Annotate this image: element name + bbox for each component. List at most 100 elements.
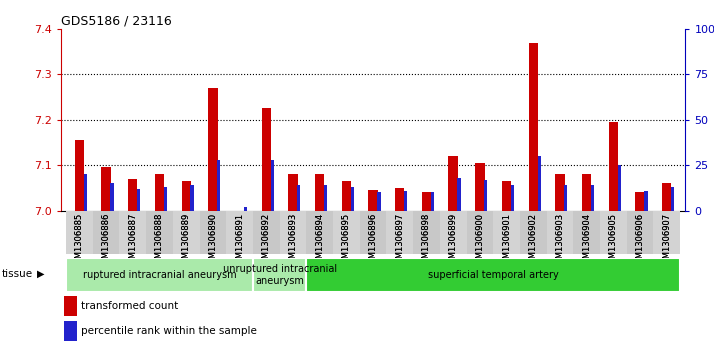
Bar (395, 188, 404, 211)
Text: GSM1306906: GSM1306906 (635, 213, 645, 269)
Text: GSM1306885: GSM1306885 (75, 213, 84, 269)
Bar (564, 185, 568, 211)
Text: GSM1306887: GSM1306887 (129, 213, 137, 269)
Bar (466, 211, 493, 254)
Bar (635, 192, 645, 211)
Text: GSM1306885: GSM1306885 (75, 213, 84, 269)
Bar (226, 211, 253, 254)
Text: GSM1306886: GSM1306886 (101, 213, 111, 269)
Text: GSM1306889: GSM1306889 (181, 213, 191, 269)
Text: GSM1306895: GSM1306895 (342, 213, 351, 269)
Text: ruptured intracranial aneurysm: ruptured intracranial aneurysm (83, 270, 236, 280)
Text: GSM1306894: GSM1306894 (315, 213, 324, 269)
Text: GSM1306901: GSM1306901 (502, 213, 511, 269)
Text: GSM1306907: GSM1306907 (663, 213, 671, 269)
Text: GSM1306903: GSM1306903 (555, 213, 565, 269)
Bar (627, 211, 653, 254)
Bar (164, 187, 167, 211)
Bar (297, 185, 301, 211)
Bar (662, 183, 671, 211)
Bar (280, 211, 306, 254)
Bar (146, 211, 173, 254)
Bar (217, 160, 221, 211)
Bar (191, 185, 193, 211)
Text: GSM1306907: GSM1306907 (663, 213, 671, 269)
Bar (368, 190, 378, 211)
Text: GSM1306893: GSM1306893 (288, 213, 298, 269)
Bar (608, 122, 618, 211)
Text: GSM1306904: GSM1306904 (582, 213, 591, 269)
FancyBboxPatch shape (66, 258, 253, 291)
Bar (315, 174, 324, 211)
Bar (448, 156, 458, 211)
Bar (75, 140, 84, 211)
Bar (493, 211, 520, 254)
Bar (644, 191, 648, 211)
Bar (137, 189, 140, 211)
Bar (208, 88, 218, 211)
Bar (173, 211, 199, 254)
Text: GSM1306891: GSM1306891 (235, 213, 244, 269)
Bar (520, 211, 547, 254)
Text: GSM1306891: GSM1306891 (235, 213, 244, 269)
Text: tissue: tissue (2, 269, 34, 279)
Bar (538, 156, 540, 211)
Text: GSM1306890: GSM1306890 (208, 213, 217, 269)
Bar (111, 183, 114, 211)
Bar (101, 167, 111, 211)
Bar (653, 211, 680, 254)
Text: GSM1306897: GSM1306897 (396, 213, 404, 269)
Bar (502, 181, 511, 211)
Bar (306, 211, 333, 254)
Text: GSM1306889: GSM1306889 (181, 213, 191, 269)
Text: GSM1306898: GSM1306898 (422, 213, 431, 269)
Text: GSM1306896: GSM1306896 (368, 213, 378, 269)
Text: GDS5186 / 23116: GDS5186 / 23116 (61, 15, 171, 28)
Text: GSM1306895: GSM1306895 (342, 213, 351, 269)
Bar (440, 211, 466, 254)
Text: GSM1306886: GSM1306886 (101, 213, 111, 269)
Text: GSM1306892: GSM1306892 (262, 213, 271, 269)
Bar (288, 174, 298, 211)
Bar (66, 211, 93, 254)
Bar (528, 43, 538, 211)
Text: GSM1306893: GSM1306893 (288, 213, 298, 269)
Text: percentile rank within the sample: percentile rank within the sample (81, 326, 257, 337)
Text: GSM1306905: GSM1306905 (609, 213, 618, 269)
Bar (404, 191, 407, 211)
Bar (360, 211, 386, 254)
Bar (155, 174, 164, 211)
Bar (128, 179, 138, 211)
Text: GSM1306894: GSM1306894 (315, 213, 324, 269)
Bar (671, 187, 674, 211)
Bar (324, 185, 327, 211)
Text: GSM1306903: GSM1306903 (555, 213, 565, 269)
Text: GSM1306902: GSM1306902 (529, 213, 538, 269)
Text: GSM1306902: GSM1306902 (529, 213, 538, 269)
Bar (119, 211, 146, 254)
Text: GSM1306899: GSM1306899 (448, 213, 458, 269)
Bar (458, 178, 461, 211)
Text: GSM1306900: GSM1306900 (476, 213, 484, 269)
Text: GSM1306896: GSM1306896 (368, 213, 378, 269)
Text: superficial temporal artery: superficial temporal artery (428, 270, 558, 280)
Bar (333, 211, 360, 254)
Bar (244, 207, 247, 211)
Bar (573, 211, 600, 254)
Bar (271, 160, 273, 211)
Bar (600, 211, 627, 254)
Text: GSM1306897: GSM1306897 (396, 213, 404, 269)
Text: transformed count: transformed count (81, 301, 178, 311)
Text: GSM1306899: GSM1306899 (448, 213, 458, 269)
Text: GSM1306901: GSM1306901 (502, 213, 511, 269)
Bar (431, 192, 434, 211)
Text: GSM1306906: GSM1306906 (635, 213, 645, 269)
Text: GSM1306892: GSM1306892 (262, 213, 271, 269)
Bar (261, 109, 271, 211)
Text: GSM1306900: GSM1306900 (476, 213, 484, 269)
Bar (413, 211, 440, 254)
Bar (377, 192, 381, 211)
Text: GSM1306888: GSM1306888 (155, 213, 164, 269)
Bar (582, 174, 591, 211)
Bar (422, 192, 431, 211)
